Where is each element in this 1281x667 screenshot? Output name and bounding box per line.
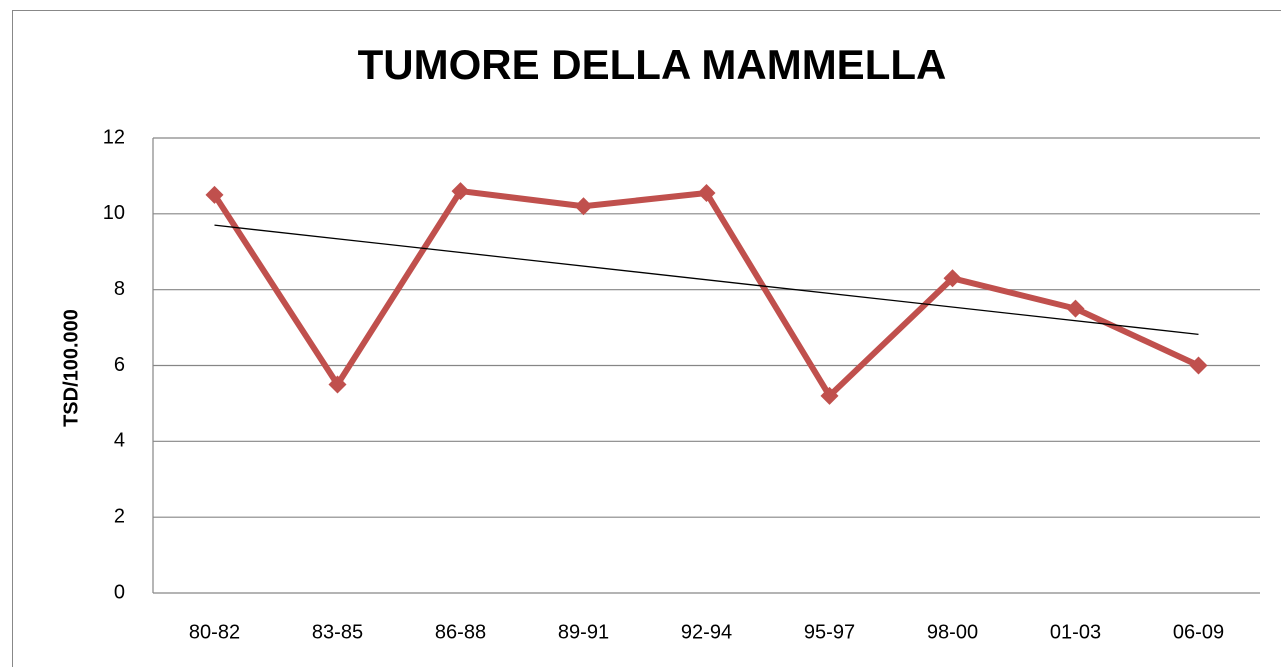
x-tick-label: 06-09 [1173,621,1224,643]
marker [697,183,716,202]
y-tick-label: 10 [103,202,125,224]
x-tick-label: 92-94 [681,621,732,643]
marker [943,269,962,288]
marker [451,182,470,201]
y-tick-label: 0 [114,581,125,603]
x-tick-label: 95-97 [804,621,855,643]
marker [1189,356,1208,375]
x-tick-label: 89-91 [558,621,609,643]
y-tick-label: 8 [114,278,125,300]
y-tick-label: 2 [114,505,125,527]
marker [820,386,839,405]
y-tick-label: 12 [103,126,125,148]
chart-border [12,10,1281,667]
y-axis-label: TSD/100.000 [60,309,82,427]
x-tick-label: 01-03 [1050,621,1101,643]
x-tick-label: 86-88 [435,621,486,643]
marker [328,375,347,394]
x-tick-label: 80-82 [189,621,240,643]
y-tick-label: 6 [114,354,125,376]
x-tick-label: 98-00 [927,621,978,643]
marker [574,197,593,216]
chart-title: TUMORE DELLA MAMMELLA [358,41,947,88]
x-tick-label: 83-85 [312,621,363,643]
y-tick-label: 4 [114,430,125,452]
marker [205,185,224,204]
trendline [214,224,1199,336]
marker [1066,299,1085,318]
